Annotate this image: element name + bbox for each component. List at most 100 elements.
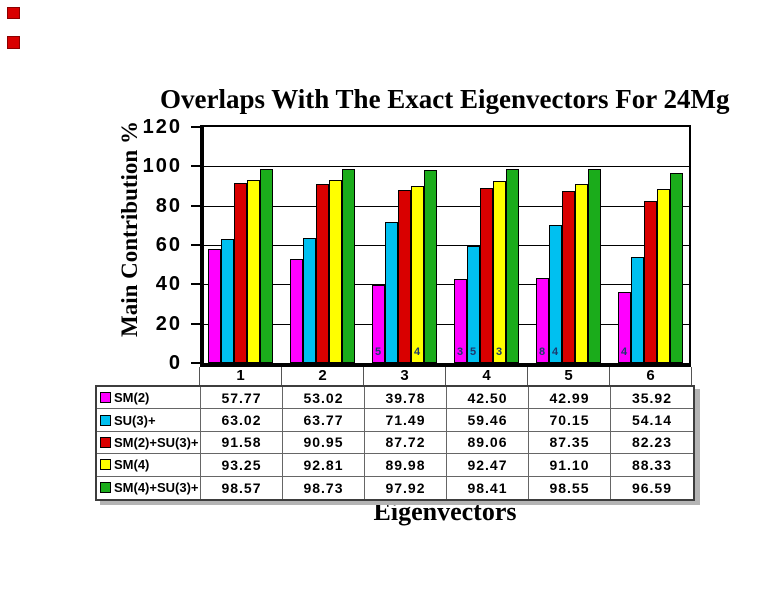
bar-SM(2)-cat5 (535, 278, 549, 363)
bar-SM(2)-cat1 (207, 249, 221, 363)
category-cell: 3 (364, 367, 446, 385)
value-cell-SM(2)+SU(3)+-cat5: 87.35 (529, 431, 611, 455)
legend-label: SM(4) (114, 457, 150, 473)
legend-label: SM(2) (114, 390, 150, 406)
value-cell-SM(2)-cat6: 35.92 (611, 387, 693, 410)
category-cell: 4 (446, 367, 528, 385)
value-cell-SM(4)-cat5: 91.10 (529, 454, 611, 477)
value-cell-SM(2)+SU(3)+-cat6: 82.23 (611, 432, 693, 455)
bar-SM(2)+SU(3)+-cat4 (479, 187, 493, 363)
bar-annotation: 8 (538, 346, 546, 358)
category-cell: 1 (200, 367, 282, 385)
value-cell-SM(2)-cat4: 42.50 (447, 387, 529, 410)
bar-annotation: 3 (495, 346, 503, 358)
legend-cell: SM(2)+SU(3)+ (97, 431, 201, 455)
bar-annotation: 5 (469, 346, 477, 358)
chart-title: Overlaps With The Exact Eigenvectors For… (160, 84, 730, 114)
bar-SM(4)-cat3 (410, 186, 424, 363)
y-tick-mark (191, 244, 201, 246)
bar-SM(4)-cat5 (574, 183, 588, 363)
legend-cell: SM(4) (97, 454, 201, 477)
category-cell: 6 (610, 367, 692, 385)
y-tick-label: 20 (155, 312, 182, 335)
legend-cell: SM(2) (97, 387, 201, 410)
y-tick-mark (191, 322, 201, 325)
category-cell: 2 (282, 367, 364, 385)
y-tick-label: 0 (168, 352, 182, 374)
y-tick-label: 100 (142, 155, 182, 178)
legend-cell: SU(3)+ (97, 409, 201, 432)
bar-SM(4)+SU(3)+-cat2 (341, 168, 355, 363)
bar-annotation: 4 (413, 346, 421, 358)
value-cell-SU(3)+-cat2: 63.77 (283, 409, 365, 432)
value-cell-SM(4)+SU(3)+-cat2: 98.73 (283, 476, 365, 499)
gridline (204, 323, 689, 325)
value-cell-SM(4)+SU(3)+-cat5: 98.55 (529, 476, 611, 499)
bar-SM(4)-cat6 (656, 189, 670, 363)
bar-SM(4)+SU(3)+-cat5 (587, 169, 601, 363)
gridline (204, 245, 689, 246)
value-cell-SM(4)-cat4: 92.47 (447, 454, 529, 477)
bar-SM(2)+SU(3)+-cat3 (397, 190, 411, 363)
gridline (204, 284, 689, 286)
red-artifact-mark-2 (7, 36, 20, 49)
y-tick-mark (191, 126, 201, 128)
bar-SM(2)+SU(3)+-cat2 (315, 184, 329, 363)
value-cell-SM(2)+SU(3)+-cat3: 87.72 (365, 431, 447, 455)
value-cell-SM(2)-cat2: 53.02 (283, 387, 365, 410)
bar-annotation: 4 (620, 346, 628, 358)
category-cell: 5 (528, 367, 610, 385)
y-tick-mark (191, 165, 201, 168)
bar-SU(3)+-cat3 (384, 222, 398, 363)
bar-SM(4)+SU(3)+-cat4 (505, 169, 519, 363)
legend-swatch-icon (100, 392, 111, 404)
bar-annotation: 3 (456, 346, 464, 358)
y-tick-label: 120 (142, 116, 182, 138)
legend-label: SM(4)+SU(3)+ (114, 480, 199, 496)
bar-SM(2)+SU(3)+-cat1 (233, 182, 247, 363)
bar-SM(4)-cat1 (246, 179, 260, 363)
bar-SU(3)+-cat5 (548, 225, 562, 363)
bar-SU(3)+-cat4 (466, 246, 480, 363)
y-tick-label: 40 (155, 273, 182, 296)
value-cell-SM(2)-cat1: 57.77 (201, 387, 283, 410)
value-cell-SM(4)-cat3: 89.98 (365, 454, 447, 477)
legend-swatch-icon (100, 436, 111, 448)
value-cell-SU(3)+-cat5: 70.15 (529, 409, 611, 432)
bar-SM(4)+SU(3)+-cat1 (259, 169, 273, 363)
bar-SU(3)+-cat2 (302, 237, 316, 363)
value-cell-SU(3)+-cat6: 54.14 (611, 409, 693, 432)
y-tick-mark (191, 204, 201, 207)
legend-cell: SM(4)+SU(3)+ (97, 476, 201, 499)
value-cell-SM(4)+SU(3)+-cat3: 97.92 (365, 476, 447, 499)
value-cell-SM(4)-cat2: 92.81 (283, 454, 365, 477)
bar-annotation: 5 (374, 346, 382, 358)
bar-SM(2)-cat3 (371, 284, 385, 363)
bar-annotation: 4 (551, 346, 559, 358)
y-tick-mark (191, 283, 201, 286)
bar-SM(2)+SU(3)+-cat6 (643, 201, 657, 363)
bar-SM(4)+SU(3)+-cat6 (669, 173, 683, 363)
value-cell-SM(4)-cat1: 93.25 (201, 454, 283, 477)
red-artifact-mark-1 (7, 7, 20, 19)
bar-SM(2)+SU(3)+-cat5 (561, 191, 575, 363)
bar-SM(4)-cat2 (328, 180, 342, 363)
value-cell-SM(2)-cat3: 39.78 (365, 387, 447, 410)
bar-SM(4)-cat4 (492, 181, 506, 363)
value-cell-SM(4)+SU(3)+-cat4: 98.41 (447, 476, 529, 499)
bar-SM(2)-cat4 (453, 279, 467, 363)
value-cell-SU(3)+-cat4: 59.46 (447, 409, 529, 432)
bar-SM(2)-cat2 (289, 258, 303, 363)
x-axis-label: Eigenvectors (373, 497, 517, 526)
value-cell-SM(4)+SU(3)+-cat6: 96.59 (631, 479, 673, 496)
value-cell-SM(2)+SU(3)+-cat4: 89.06 (447, 431, 529, 455)
value-cell-SU(3)+-cat3: 71.49 (365, 409, 447, 432)
data-table: SM(2) 57.77 53.02 39.78 42.50 42.99 35.92 SU(3)… (95, 385, 695, 501)
legend-swatch-icon (100, 459, 111, 471)
gridline (204, 205, 689, 207)
bar-SM(4)+SU(3)+-cat3 (423, 170, 437, 363)
bar-SM(2)-cat6 (617, 292, 631, 363)
